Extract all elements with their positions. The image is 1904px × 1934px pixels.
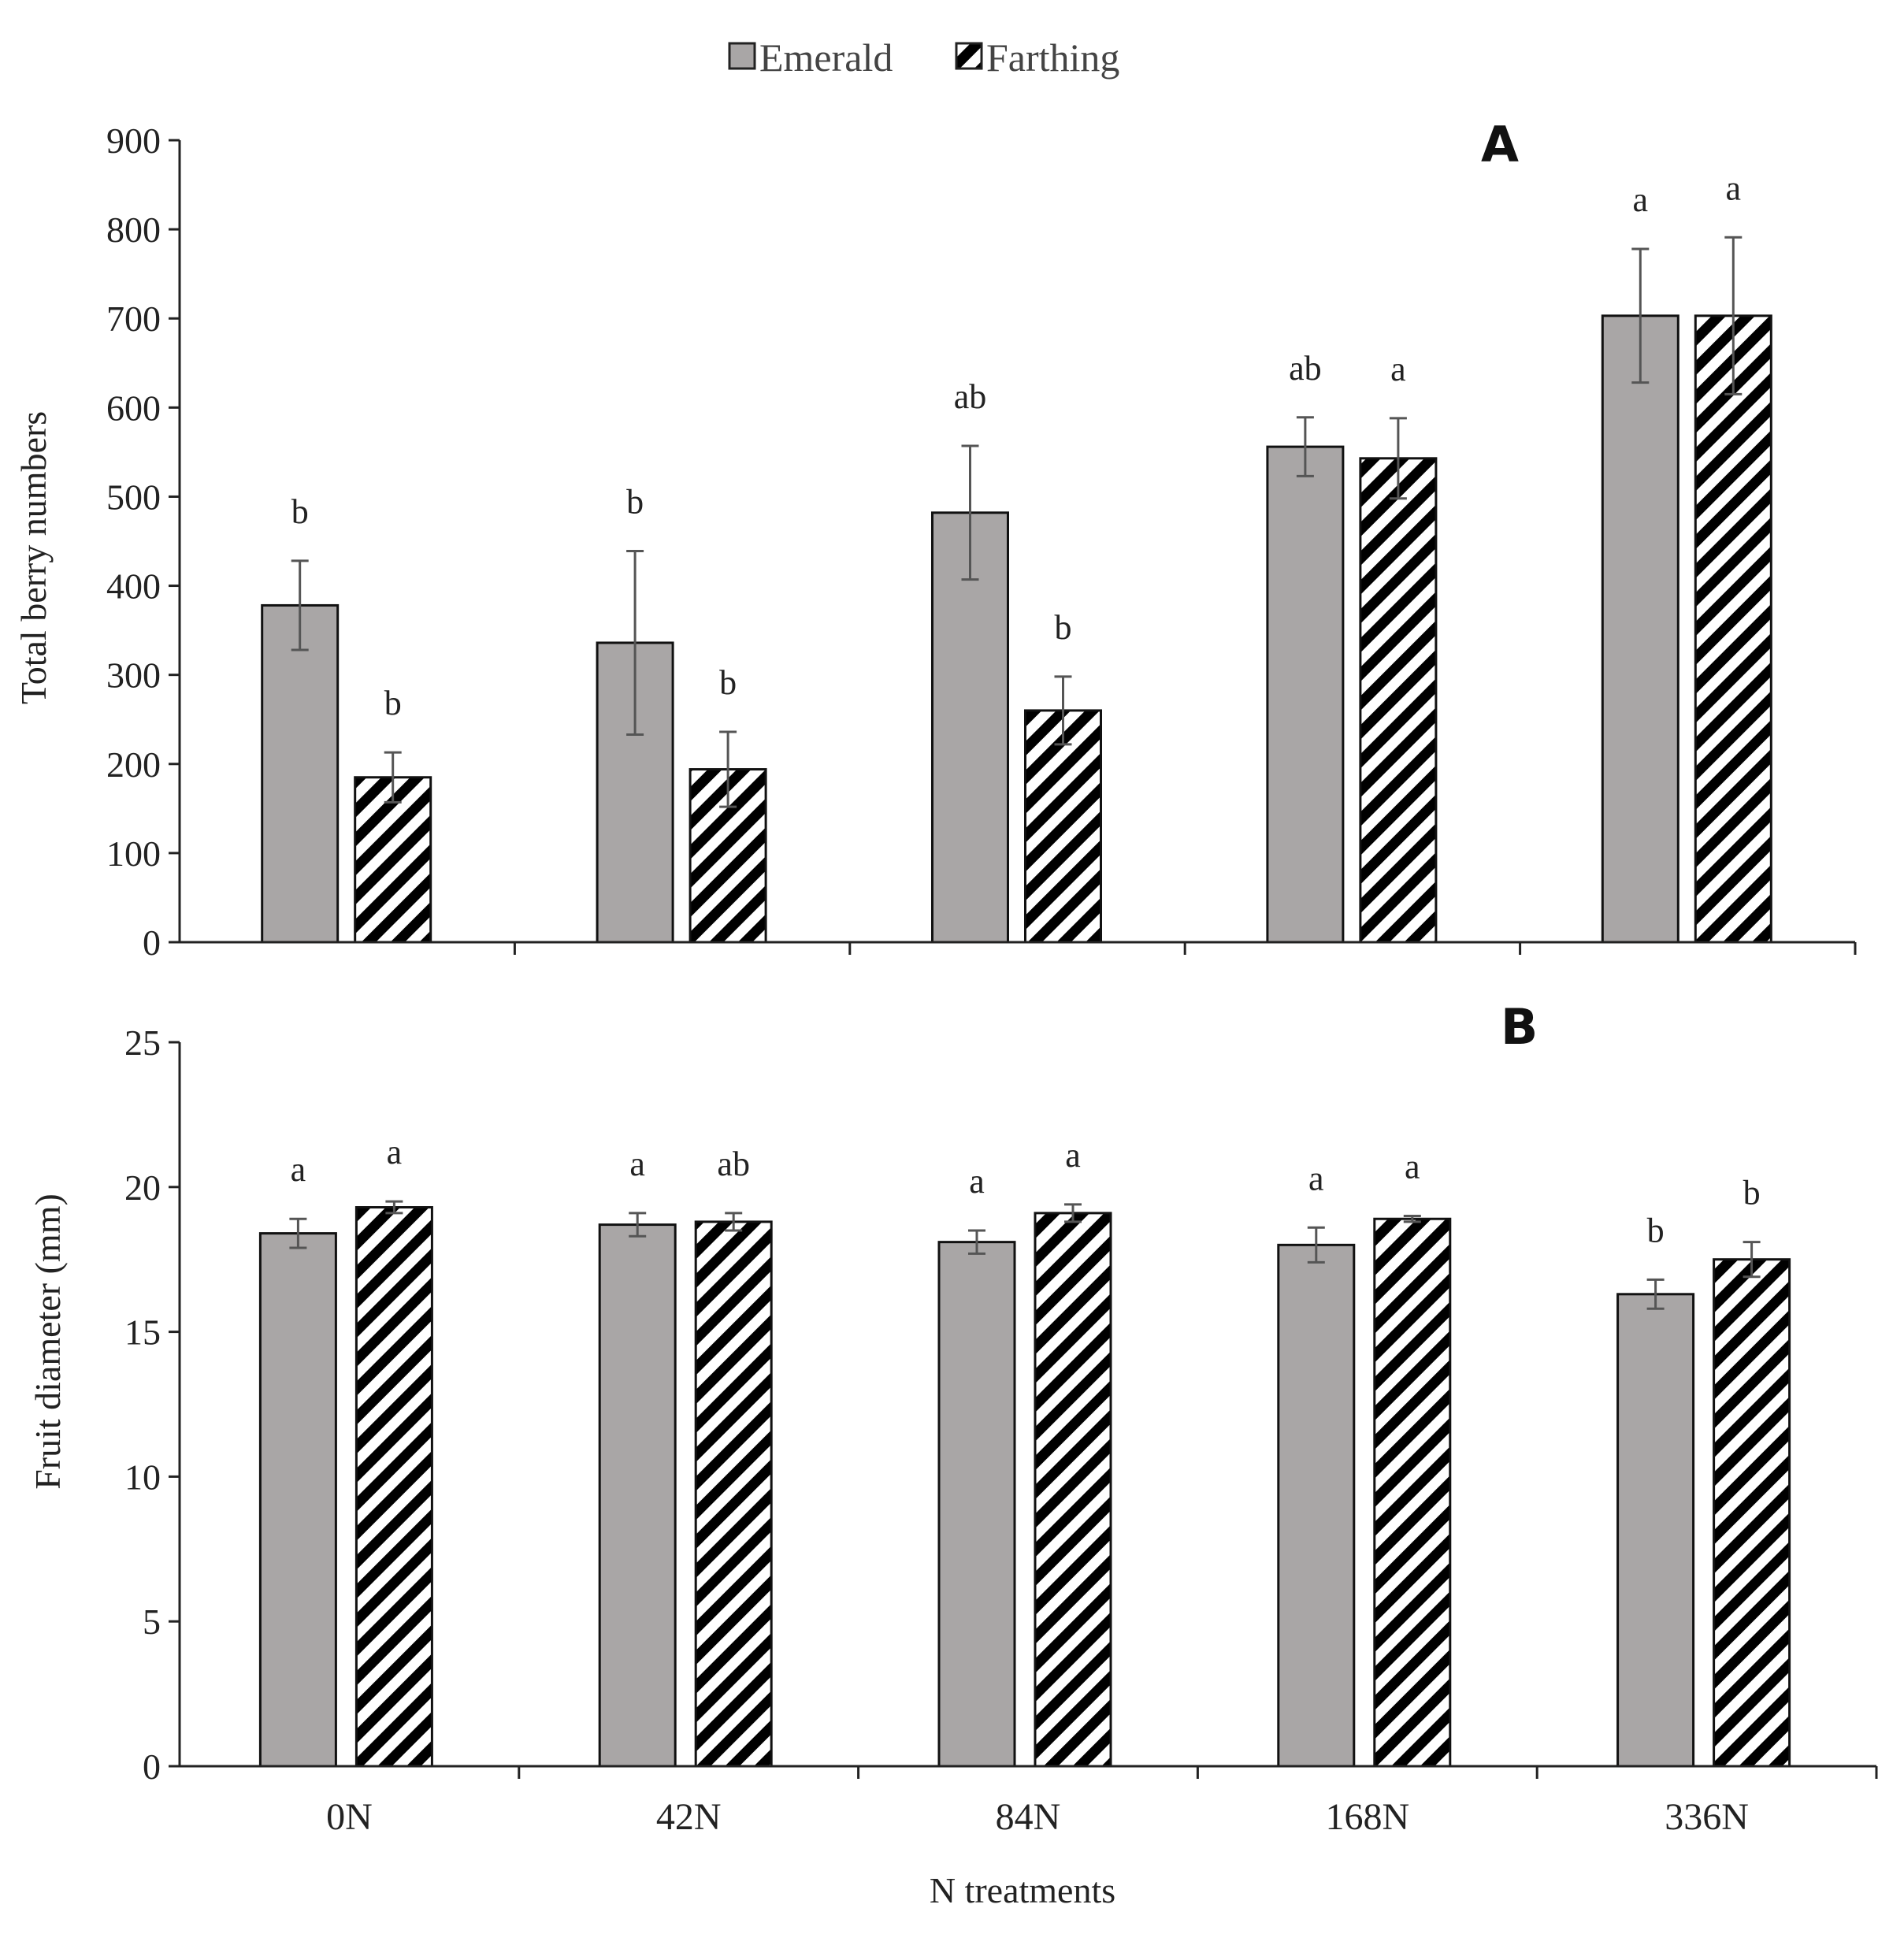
panel-a-sig-letter-emerald-336N: a bbox=[1633, 180, 1649, 219]
panel-a-bar-emerald-0N bbox=[261, 603, 340, 944]
panel-a-sig-letter-emerald-0N: b bbox=[291, 492, 309, 531]
panel-b-y-tick-label: 10 bbox=[124, 1457, 161, 1497]
panel-b-y-tick-label: 0 bbox=[143, 1747, 161, 1787]
panel-a-sig-letter-emerald-84N: ab bbox=[954, 377, 987, 416]
panel-a-y-tick-label: 300 bbox=[106, 655, 161, 696]
panel-b-bar-farthing-168N bbox=[1373, 1217, 1452, 1768]
panel-a-sig-letter-farthing-336N: a bbox=[1726, 169, 1742, 207]
panel-a-y-tick-label: 900 bbox=[106, 121, 161, 161]
panel-a-sig-letter-farthing-84N: b bbox=[1055, 608, 1072, 647]
panel-b-bar-farthing-0N bbox=[354, 1206, 433, 1768]
panel-b-error-bar-emerald-168N bbox=[1307, 1226, 1325, 1264]
panel-b-sig-letter-farthing-84N: a bbox=[1065, 1136, 1081, 1175]
panel-b-y-axis-title: Fruit diameter (mm) bbox=[28, 1193, 68, 1490]
panel-a-y-tick-label: 700 bbox=[106, 299, 161, 339]
panel-b-sig-letter-farthing-336N: b bbox=[1743, 1174, 1761, 1212]
panel-a-error-bar-emerald-0N bbox=[291, 559, 309, 651]
panel-b-error-bar-emerald-336N bbox=[1646, 1278, 1665, 1310]
panel-a-y-tick-label: 600 bbox=[106, 388, 161, 428]
panel-b-label: B bbox=[1501, 998, 1538, 1056]
legend: Emerald Farthing bbox=[728, 35, 1119, 80]
x-tick-label-336N: 336N bbox=[1665, 1796, 1749, 1838]
panel-a-bar-emerald-336N bbox=[1601, 314, 1679, 944]
x-tick-label-168N: 168N bbox=[1325, 1796, 1409, 1838]
panel-b-error-bar-emerald-42N bbox=[629, 1212, 647, 1238]
panel-a-error-bar-farthing-84N bbox=[1054, 675, 1072, 746]
panel-b-error-bar-farthing-84N bbox=[1064, 1203, 1082, 1223]
panel-a-error-bar-farthing-0N bbox=[384, 751, 402, 804]
panel-b-sig-letter-emerald-84N: a bbox=[969, 1162, 985, 1201]
panel-b-y-tick-label: 25 bbox=[124, 1023, 161, 1063]
panel-a-y-tick-label: 100 bbox=[106, 833, 161, 874]
panel-a-sig-letter-farthing-0N: b bbox=[384, 684, 402, 722]
legend-label-emerald: Emerald bbox=[759, 35, 893, 80]
panel-a-error-bar-emerald-84N bbox=[961, 444, 979, 581]
panel-a-sig-letter-emerald-168N: ab bbox=[1289, 349, 1322, 388]
panel-b-bar-emerald-42N bbox=[598, 1223, 677, 1768]
x-tick-label-42N: 42N bbox=[656, 1796, 722, 1838]
panel-a-bar-farthing-168N bbox=[1359, 457, 1438, 944]
panel-b-error-bar-farthing-336N bbox=[1743, 1241, 1761, 1279]
panel-b-sig-letter-emerald-168N: a bbox=[1308, 1159, 1324, 1197]
panel-a: A Total berry numbers b b b b ab b ab a a a 0 100 2… bbox=[13, 116, 1857, 963]
panel-a-error-bar-emerald-42N bbox=[626, 549, 644, 736]
panel-a-error-bar-emerald-168N bbox=[1296, 416, 1314, 477]
panel-b-sig-letter-farthing-42N: ab bbox=[717, 1145, 750, 1183]
panel-a-bar-emerald-84N bbox=[931, 511, 1009, 944]
panel-b-sig-letter-emerald-0N: a bbox=[291, 1150, 306, 1189]
panel-a-error-bar-farthing-336N bbox=[1724, 236, 1743, 395]
x-tick-label-0N: 0N bbox=[326, 1796, 373, 1838]
panel-a-y-tick-label: 800 bbox=[106, 210, 161, 250]
panel-b-y-tick-label: 5 bbox=[143, 1602, 161, 1642]
panel-b-error-bar-emerald-0N bbox=[289, 1217, 307, 1249]
x-tick-label-84N: 84N bbox=[996, 1796, 1061, 1838]
panel-b-error-bar-farthing-0N bbox=[385, 1200, 403, 1215]
panel-b-sig-letter-farthing-168N: a bbox=[1405, 1148, 1420, 1186]
panel-a-sig-letter-farthing-42N: b bbox=[719, 663, 737, 702]
panel-b-error-bar-farthing-42N bbox=[725, 1212, 743, 1232]
panel-b-y-tick-label: 15 bbox=[124, 1312, 161, 1353]
panel-b-bar-farthing-84N bbox=[1034, 1212, 1112, 1768]
panel-a-error-bar-emerald-336N bbox=[1631, 247, 1650, 384]
panel-a-error-bar-farthing-168N bbox=[1389, 417, 1407, 500]
panel-a-y-axis-title: Total berry numbers bbox=[13, 411, 54, 704]
x-axis-title: N treatments bbox=[930, 1870, 1115, 1910]
panel-a-y-tick-label: 500 bbox=[106, 477, 161, 517]
panel-b: B Fruit diameter (mm) a a a ab aaa abb 051015… bbox=[28, 998, 1878, 1838]
panel-a-error-bar-farthing-42N bbox=[719, 730, 737, 808]
panel-b-sig-letter-emerald-336N: b bbox=[1647, 1211, 1665, 1249]
panel-a-bar-emerald-168N bbox=[1266, 445, 1345, 944]
panel-b-bar-farthing-42N bbox=[694, 1220, 773, 1768]
panel-a-y-tick-label: 200 bbox=[106, 744, 161, 785]
panel-a-label: A bbox=[1481, 116, 1519, 173]
panel-a-bar-farthing-0N bbox=[354, 776, 432, 944]
panel-a-sig-letter-emerald-42N: b bbox=[626, 482, 644, 521]
panel-b-error-bar-farthing-168N bbox=[1403, 1215, 1421, 1223]
panel-a-bar-farthing-336N bbox=[1694, 314, 1772, 944]
legend-swatch-emerald bbox=[728, 42, 756, 70]
panel-b-bar-emerald-84N bbox=[937, 1241, 1016, 1768]
panel-a-y-tick-label: 400 bbox=[106, 566, 161, 607]
panel-b-bar-emerald-168N bbox=[1277, 1243, 1356, 1768]
panel-b-sig-letter-farthing-0N: a bbox=[387, 1133, 403, 1171]
panel-b-y-tick-label: 20 bbox=[124, 1167, 161, 1208]
panel-a-sig-letter-farthing-168N: a bbox=[1390, 350, 1406, 388]
panel-b-error-bar-emerald-84N bbox=[968, 1229, 985, 1255]
panel-b-sig-letter-emerald-42N: a bbox=[629, 1145, 645, 1183]
legend-swatch-farthing bbox=[955, 42, 983, 70]
panel-b-bar-farthing-336N bbox=[1713, 1258, 1791, 1768]
panel-b-bar-emerald-336N bbox=[1616, 1293, 1695, 1768]
panel-b-bar-emerald-0N bbox=[258, 1232, 337, 1768]
panel-a-y-tick-label: 0 bbox=[143, 922, 161, 963]
legend-label-farthing: Farthing bbox=[986, 35, 1119, 80]
